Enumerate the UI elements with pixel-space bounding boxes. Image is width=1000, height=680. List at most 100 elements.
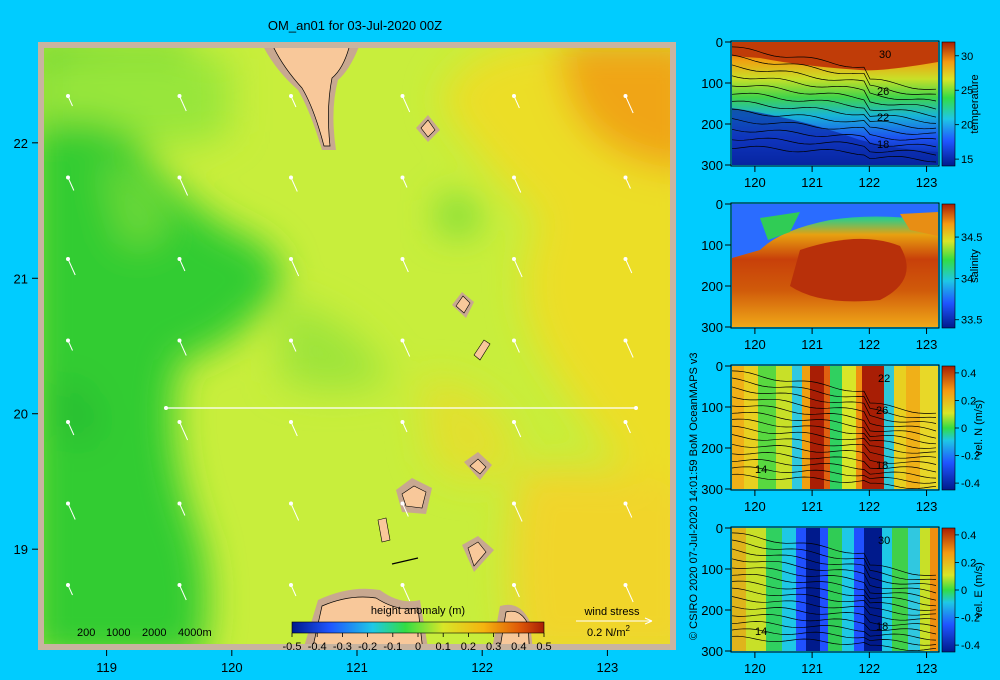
section-colorbar-tick-label: 0.4 bbox=[961, 368, 976, 380]
temperature-panel: 30 26 22 18 temperature bbox=[730, 40, 981, 167]
height-colorbar-label: height anomaly (m) bbox=[371, 605, 465, 617]
section-y-tick-label: 200 bbox=[701, 603, 723, 618]
temp-contour-30: 30 bbox=[879, 49, 891, 61]
temp-contour-26: 26 bbox=[877, 86, 889, 98]
sal-colorbar bbox=[941, 203, 956, 329]
section-y-tick-label: 200 bbox=[701, 441, 723, 456]
vele-contour-18: 18 bbox=[876, 621, 888, 633]
section-x-tick-label: 121 bbox=[801, 175, 823, 190]
section-colorbar-tick-label: 33.5 bbox=[961, 315, 982, 327]
section-y-tick-label: 100 bbox=[701, 76, 723, 91]
height-colorbar-tick-label: 0 bbox=[415, 641, 421, 653]
vele-contour-14: 14 bbox=[755, 626, 767, 638]
height-colorbar-bar bbox=[291, 621, 545, 634]
temp-colorbar-label: temperature bbox=[969, 74, 981, 133]
height-colorbar-tick-label: -0.2 bbox=[358, 641, 377, 653]
section-x-tick-label: 122 bbox=[858, 337, 880, 352]
section-colorbar-tick-label: 0.4 bbox=[961, 530, 976, 542]
vel-n-contours bbox=[732, 370, 937, 489]
x-tick-label-120: 120 bbox=[221, 660, 243, 675]
x-tick-label-121: 121 bbox=[346, 660, 368, 675]
height-colorbar: height anomaly (m) -0.5 -0.4 -0.3 -0.2 -0.1 0… bbox=[283, 605, 552, 653]
salinity-panel: salinity bbox=[730, 202, 981, 329]
height-colorbar-tick-label: 0.1 bbox=[436, 641, 451, 653]
section-x-tick-label: 120 bbox=[744, 337, 766, 352]
height-colorbar-ticks: -0.5 -0.4 -0.3 -0.2 -0.1 0 0.1 0.2 0.3 0.4 0.5 bbox=[283, 633, 552, 653]
height-colorbar-tick-label: 0.2 bbox=[461, 641, 476, 653]
bathy-1000: 1000 bbox=[106, 627, 130, 639]
section-x-tick-label: 121 bbox=[801, 499, 823, 514]
section-y-tick-label: 300 bbox=[701, 320, 723, 335]
sal-colorbar-label: salinity bbox=[969, 249, 981, 283]
section-colorbar-tick-label: -0.2 bbox=[961, 613, 980, 625]
section-x-tick-label: 120 bbox=[744, 499, 766, 514]
vel-e-panel: 30 14 18 vel. E (m/s) bbox=[730, 526, 985, 653]
section-y-tick-label: 0 bbox=[716, 197, 723, 212]
section-y-tick-label: 300 bbox=[701, 158, 723, 173]
veln-contour-18: 18 bbox=[876, 460, 888, 472]
section-y-tick-label: 0 bbox=[716, 35, 723, 50]
section-colorbar-tick-label: -0.2 bbox=[961, 451, 980, 463]
section-y-tick-label: 100 bbox=[701, 562, 723, 577]
temp-contour-18: 18 bbox=[877, 139, 889, 151]
y-tick-label-22: 22 bbox=[14, 136, 28, 151]
section-colorbar-tick-label: 0.2 bbox=[961, 395, 976, 407]
veln-contour-26: 26 bbox=[876, 405, 888, 417]
section-x-tick-label: 121 bbox=[801, 661, 823, 676]
vel-n-panel: 22 26 14 18 vel. N (m/s) bbox=[730, 364, 985, 491]
height-colorbar-tick-label: 0.4 bbox=[511, 641, 526, 653]
y-tick-label-20: 20 bbox=[14, 407, 28, 422]
section-colorbar-tick-label: 20 bbox=[961, 120, 973, 132]
vele-contour-30: 30 bbox=[878, 535, 890, 547]
section-x-tick-label: 122 bbox=[858, 499, 880, 514]
section-x-tick-label: 123 bbox=[916, 337, 938, 352]
section-y-tick-label: 300 bbox=[701, 644, 723, 659]
section-y-tick-label: 200 bbox=[701, 279, 723, 294]
section-y-tick-label: 100 bbox=[701, 400, 723, 415]
credit-text: © CSIRO 2020 07-Jul-2020 14:01:59 BoM Oc… bbox=[688, 352, 700, 640]
wind-legend-value: 0.2 N/m bbox=[587, 627, 626, 639]
islands bbox=[377, 115, 494, 572]
section-colorbar-tick-label: 0 bbox=[961, 585, 967, 597]
section-colorbar-tick-label: 15 bbox=[961, 154, 973, 166]
section-colorbar-tick-label: 25 bbox=[961, 85, 973, 97]
svg-text:0.2 N/m2: 0.2 N/m2 bbox=[587, 624, 631, 639]
temp-colorbar bbox=[941, 41, 956, 167]
section-colorbar-tick-label: 30 bbox=[961, 51, 973, 63]
section-x-tick-label: 122 bbox=[858, 661, 880, 676]
bathy-200: 200 bbox=[77, 627, 95, 639]
bathy-4000: 4000m bbox=[178, 627, 212, 639]
section-x-tick-label: 123 bbox=[916, 661, 938, 676]
veln-contour-14: 14 bbox=[755, 464, 767, 476]
section-x-tick-label: 123 bbox=[916, 499, 938, 514]
section-x-tick-label: 121 bbox=[801, 337, 823, 352]
height-colorbar-tick-label: -0.5 bbox=[283, 641, 302, 653]
vele-colorbar-label: vel. E (m/s) bbox=[973, 562, 985, 618]
bathy-2000: 2000 bbox=[142, 627, 166, 639]
section-y-tick-label: 200 bbox=[701, 117, 723, 132]
height-anomaly-field bbox=[44, 48, 670, 644]
section-x-tick-label: 120 bbox=[744, 661, 766, 676]
section-y-tick-label: 0 bbox=[716, 359, 723, 374]
veln-contour-22: 22 bbox=[878, 373, 890, 385]
section-x-tick-label: 123 bbox=[916, 175, 938, 190]
vele-colorbar bbox=[941, 527, 956, 653]
section-y-tick-label: 100 bbox=[701, 238, 723, 253]
bathymetry-legend: 200 1000 2000 4000m bbox=[77, 627, 212, 639]
height-colorbar-tick-label: 0.3 bbox=[486, 641, 501, 653]
wind-legend-title: wind stress bbox=[583, 606, 640, 618]
section-colorbar-tick-label: 0.2 bbox=[961, 557, 976, 569]
veln-colorbar-label: vel. N (m/s) bbox=[973, 400, 985, 456]
section-colorbar-tick-label: 34 bbox=[961, 273, 973, 285]
section-x-tick-label: 120 bbox=[744, 175, 766, 190]
veln-colorbar bbox=[941, 365, 956, 491]
map-axes: 119 120 121 122 123 19 20 21 22 bbox=[14, 136, 619, 675]
wind-legend-superscript: 2 bbox=[626, 624, 631, 633]
section-y-tick-label: 300 bbox=[701, 482, 723, 497]
section-colorbar-tick-label: 34.5 bbox=[961, 232, 982, 244]
temperature-contours bbox=[732, 46, 937, 163]
x-tick-label-123: 123 bbox=[597, 660, 619, 675]
height-colorbar-tick-label: -0.4 bbox=[308, 641, 327, 653]
